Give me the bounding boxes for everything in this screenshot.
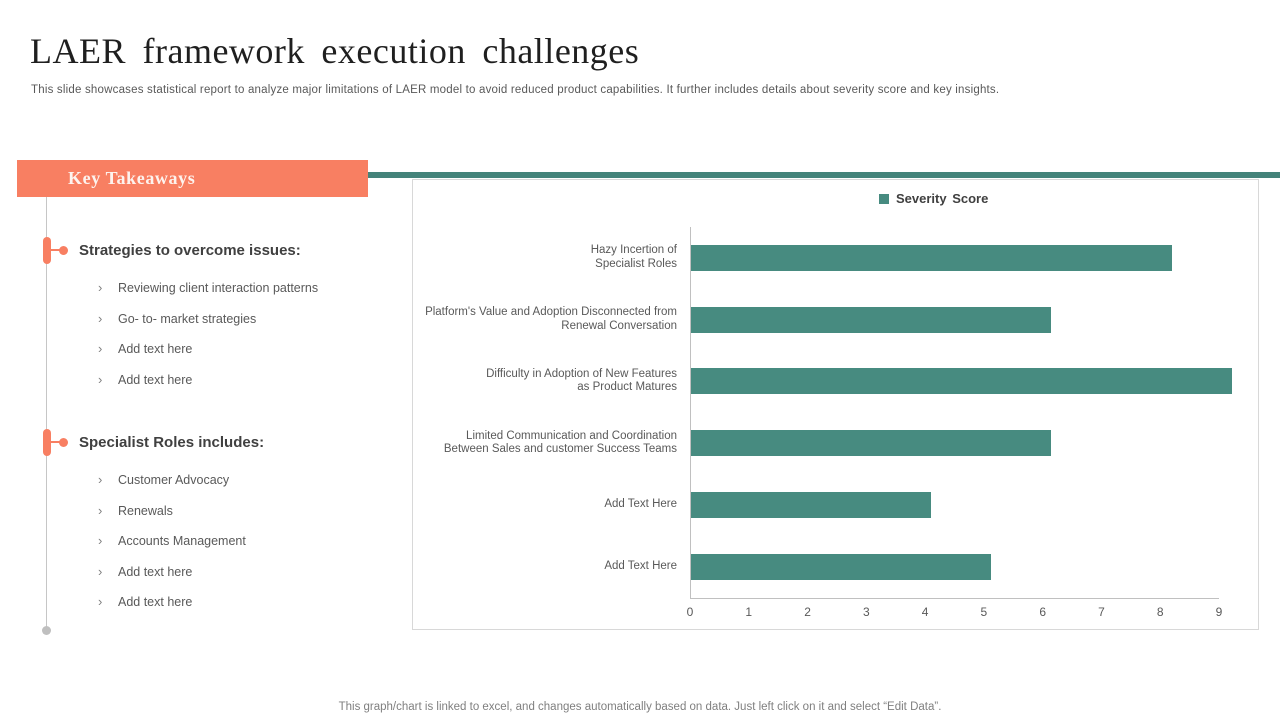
legend-color-swatch bbox=[879, 193, 889, 204]
chart-bar-area bbox=[690, 289, 1232, 351]
chart-category-label: Difficulty in Adoption of New Features a… bbox=[486, 367, 677, 394]
takeaway-section-heading: Specialist Roles includes: bbox=[43, 429, 383, 456]
list-item: › Go- to- market strategies bbox=[43, 304, 383, 335]
list-item: › Renewals bbox=[43, 496, 383, 527]
y-axis-line bbox=[690, 227, 691, 598]
section-heading-text: Specialist Roles includes: bbox=[79, 434, 265, 451]
key-takeaways-banner: Key Takeaways bbox=[17, 160, 368, 197]
x-axis-tick-label: 6 bbox=[1039, 605, 1046, 619]
chart-category-label: Platform's Value and Adoption Disconnect… bbox=[425, 306, 677, 332]
list-item: › Add text here bbox=[43, 334, 383, 365]
chevron-bullet-icon: › bbox=[98, 502, 103, 518]
list-item-text: Renewals bbox=[118, 503, 173, 518]
chart-row: Hazy Incertion of Specialist Roles bbox=[413, 227, 1258, 289]
x-axis-tick-label: 0 bbox=[686, 605, 694, 619]
list-item-text: Add text here bbox=[118, 342, 193, 356]
chart-category-label: Add Text Here bbox=[604, 560, 677, 573]
chart-bar-area bbox=[690, 474, 1232, 536]
list-item: › Reviewing client interaction patterns bbox=[43, 273, 383, 304]
list-item-text: Go- to- market strategies bbox=[118, 311, 257, 326]
takeaway-section-heading: Strategies to overcome issues: bbox=[43, 237, 383, 264]
sidebar-vertical-line bbox=[46, 197, 47, 627]
chevron-bullet-icon: › bbox=[98, 594, 103, 609]
chart-category-label: Limited Communication and Coordination B… bbox=[443, 429, 677, 456]
takeaway-section-1: Strategies to overcome issues: › Reviewing… bbox=[43, 237, 383, 395]
chevron-bullet-icon: › bbox=[98, 371, 103, 387]
chart-row: Platform's Value and Adoption Disconnect… bbox=[413, 289, 1258, 351]
chart-bar-area bbox=[690, 536, 1232, 598]
x-axis-tick-label: 1 bbox=[745, 605, 753, 619]
slide-subtitle: This slide showcases statistical report … bbox=[31, 84, 1000, 96]
chart-category-label: Add Text Here bbox=[604, 498, 677, 511]
list-item-text: Accounts Management bbox=[118, 534, 246, 548]
x-axis-tick-label: 2 bbox=[804, 605, 811, 619]
chart-bar-area bbox=[690, 227, 1232, 289]
chevron-bullet-icon: › bbox=[98, 280, 103, 295]
sidebar-line-end-dot bbox=[42, 626, 51, 635]
footer-note: This graph/chart is linked to excel, and… bbox=[338, 701, 942, 713]
key-takeaways-sections: Strategies to overcome issues: › Reviewing… bbox=[43, 237, 383, 652]
chart-row: Add Text Here bbox=[413, 474, 1258, 536]
chart-row: Add Text Here bbox=[413, 536, 1258, 598]
chart-row: Difficulty in Adoption of New Features a… bbox=[413, 351, 1258, 413]
x-axis-tick-label: 8 bbox=[1156, 605, 1164, 619]
chevron-bullet-icon: › bbox=[98, 472, 103, 487]
severity-bar bbox=[690, 306, 1052, 333]
list-item-text: Add text here bbox=[118, 372, 193, 387]
severity-bar bbox=[690, 430, 1052, 457]
legend-label: Severity Score bbox=[896, 191, 989, 206]
page-title: LAER framework execution challenges bbox=[30, 31, 640, 71]
section-marker-dot bbox=[59, 438, 68, 447]
x-axis-tick-label: 9 bbox=[1215, 605, 1223, 619]
x-axis-line bbox=[690, 598, 1219, 599]
severity-bar bbox=[690, 492, 931, 519]
chart-row: Limited Communication and Coordination B… bbox=[413, 412, 1258, 474]
bar-chart-plot: Hazy Incertion of Specialist Roles Platfo… bbox=[413, 227, 1258, 619]
chevron-bullet-icon: › bbox=[98, 533, 103, 548]
divider-line bbox=[368, 172, 1280, 178]
chevron-bullet-icon: › bbox=[98, 310, 103, 326]
list-item-text: Add text here bbox=[118, 595, 193, 609]
chevron-bullet-icon: › bbox=[98, 563, 103, 579]
x-axis-tick-label: 5 bbox=[980, 605, 988, 619]
x-axis-tick-label: 3 bbox=[862, 605, 870, 619]
list-item-text: Customer Advocacy bbox=[118, 473, 230, 487]
key-takeaways-title: Key Takeaways bbox=[68, 168, 196, 188]
bar-chart-rows: Hazy Incertion of Specialist Roles Platfo… bbox=[413, 227, 1258, 598]
chart-category-label: Hazy Incertion of Specialist Roles bbox=[590, 244, 677, 270]
section-marker-connector bbox=[50, 249, 60, 251]
list-item-text: Add text here bbox=[118, 564, 193, 579]
list-item: › Add text here bbox=[43, 587, 383, 618]
chart-legend: Severity Score bbox=[879, 191, 988, 206]
chart-container[interactable]: Severity Score Hazy Incertion of Special… bbox=[412, 179, 1259, 630]
severity-bar bbox=[690, 368, 1232, 395]
list-item-text: Reviewing client interaction patterns bbox=[118, 281, 319, 295]
section-marker-connector bbox=[50, 441, 60, 443]
section-marker-pill bbox=[43, 429, 51, 456]
chevron-bullet-icon: › bbox=[98, 341, 103, 356]
chart-bar-area bbox=[690, 412, 1232, 474]
list-item: › Customer Advocacy bbox=[43, 465, 383, 496]
x-axis-tick-label: 4 bbox=[921, 605, 929, 619]
section-marker-pill bbox=[43, 237, 51, 264]
section-marker-dot bbox=[59, 246, 68, 255]
list-item: › Add text here bbox=[43, 557, 383, 588]
section-heading-text: Strategies to overcome issues: bbox=[79, 242, 301, 259]
takeaway-section-2: Specialist Roles includes: › Customer Advo… bbox=[43, 429, 383, 618]
list-item: › Add text here bbox=[43, 365, 383, 396]
x-axis-ticks: 0 1 2 3 4 5 6 7 8 9 bbox=[413, 605, 1258, 621]
chart-bar-area bbox=[690, 351, 1232, 413]
x-axis-tick-label: 7 bbox=[1098, 605, 1105, 619]
severity-bar bbox=[690, 553, 992, 580]
severity-bar bbox=[690, 244, 1172, 271]
list-item: › Accounts Management bbox=[43, 526, 383, 557]
